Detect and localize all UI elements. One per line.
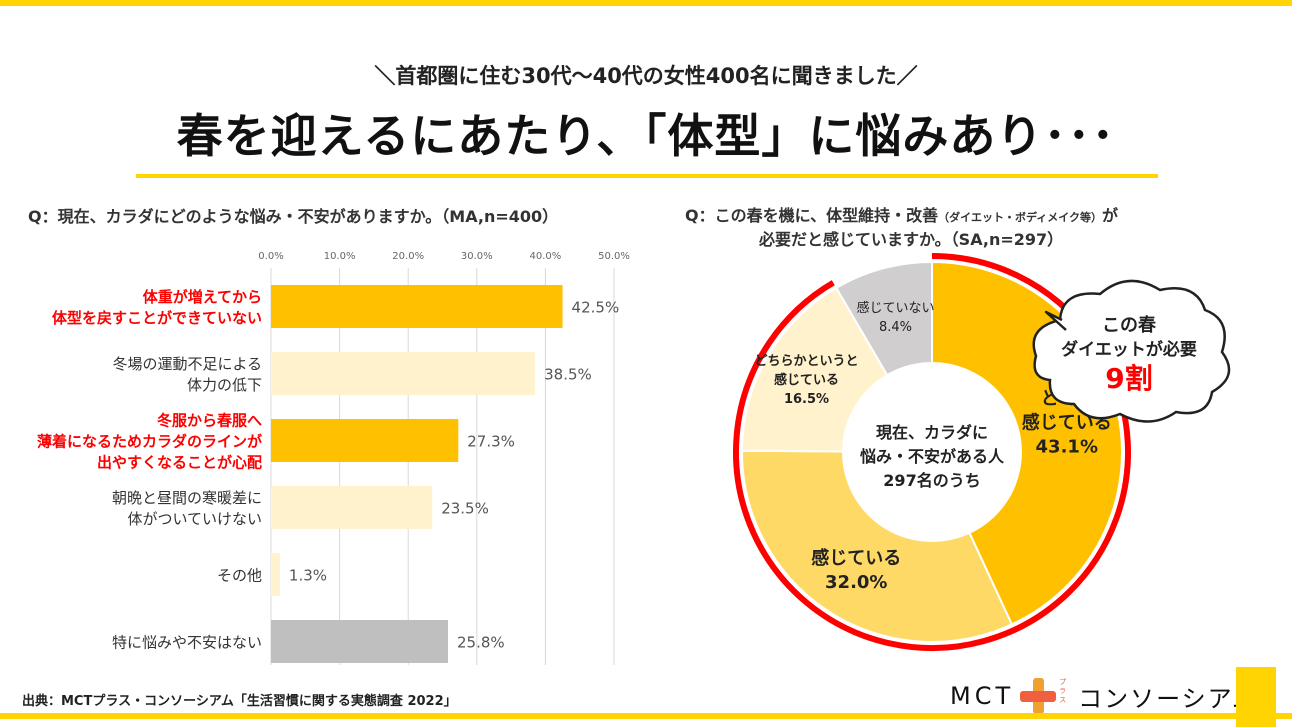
bar-value-label: 25.8% [457,634,505,652]
center-label: 悩み・不安がある人 [860,447,1005,466]
x-tick-label: 10.0% [324,251,356,262]
title-underline [136,174,1158,178]
logo-plus-icon: プラス [1018,676,1066,716]
bar [271,419,459,462]
category-label: 朝晩と昼間の寒暖差に [112,489,262,507]
category-label: 出やすくなることが心配 [97,454,262,472]
bar [271,285,563,328]
corner-accent [1236,667,1276,727]
slice-label: 43.1% [1036,437,1098,458]
left-question: Q：現在、カラダにどのような悩み・不安がありますか。（MA,n=400） [28,207,559,226]
page-subtitle: ＼首都圏に住む30代～40代の女性400名に聞きました／ [374,64,918,88]
bottom-accent-bar [0,713,1292,719]
logo-consortium-text: コンソーシアム [1078,684,1258,713]
bar-value-label: 23.5% [441,500,489,518]
donut-hole [842,362,1022,542]
right-question-note: （ダイエット・ボディメイク等） [938,211,1103,224]
x-tick-label: 40.0% [530,251,562,262]
category-label: 体重が増えてから [143,288,262,306]
slice-label: 8.4% [879,320,912,335]
category-label: 体型を戻すことができていない [52,309,262,327]
callout-ratio: 9割 [1105,362,1152,395]
source-note: 出典：MCTプラス・コンソーシアム「生活習慣に関する実態調査 2022」 [22,694,457,709]
bar [271,553,280,596]
page-title: 春を迎えるにあたり、「体型」に悩みあり･･･ [176,109,1116,163]
logo-kana: プラス [1059,678,1067,704]
bar-value-label: 42.5% [572,299,620,317]
category-label: 薄着になるためカラダのラインが [37,433,263,451]
center-label: 297名のうち [883,471,980,490]
x-tick-label: 50.0% [598,251,630,262]
slice-label: 感じている [774,372,839,388]
center-label: 現在、カラダに [876,423,988,442]
x-tick-label: 0.0% [258,251,283,262]
x-tick-label: 30.0% [461,251,493,262]
category-label: その他 [217,567,262,585]
callout-line2: ダイエットが必要 [1061,339,1197,360]
bar-value-label: 1.3% [289,567,327,585]
right-question-line2: 必要だと感じていますか。（SA,n=297） [759,230,1064,249]
slice-label: 16.5% [784,392,829,407]
slice-label: どちらかというと [754,354,858,369]
category-label: 体がついていけない [127,510,262,528]
callout-line1: この春 [1102,314,1157,336]
bar-value-label: 38.5% [544,366,592,384]
slice-label: 32.0% [825,572,887,593]
bar [271,620,448,663]
x-tick-label: 20.0% [392,251,424,262]
right-question-text-b: が [1102,206,1119,225]
category-label: 特に悩みや不安はない [112,634,262,652]
bar [271,352,536,395]
bar [271,486,433,529]
top-accent-bar [0,0,1292,6]
right-question-text-a: Q：この春を機に、体型維持・改善 [685,206,939,225]
right-question-line1: Q：この春を機に、体型維持・改善（ダイエット・ボディメイク等）が [685,202,1245,226]
callout-tail [1044,310,1067,331]
logo-mct-text: MCT [950,682,1015,710]
category-label: 体力の低下 [187,376,262,394]
donut-chart: 現在、カラダに悩み・不安がある人297名のうちとても感じている43.1%感じてい… [733,253,1231,651]
slice-label: 感じていない [856,300,934,316]
category-label: 冬服から春服へ [157,412,262,430]
mct-logo: MCT プラス コンソーシアム [950,676,1258,716]
bar-chart: 0.0% 10.0% 20.0% 30.0% 40.0% 50.0% 42.5% 体重が増えて… [37,251,630,665]
bar-value-label: 27.3% [467,433,515,451]
slice-label: 感じている [811,547,901,569]
category-label: 冬場の運動不足による [112,355,262,373]
